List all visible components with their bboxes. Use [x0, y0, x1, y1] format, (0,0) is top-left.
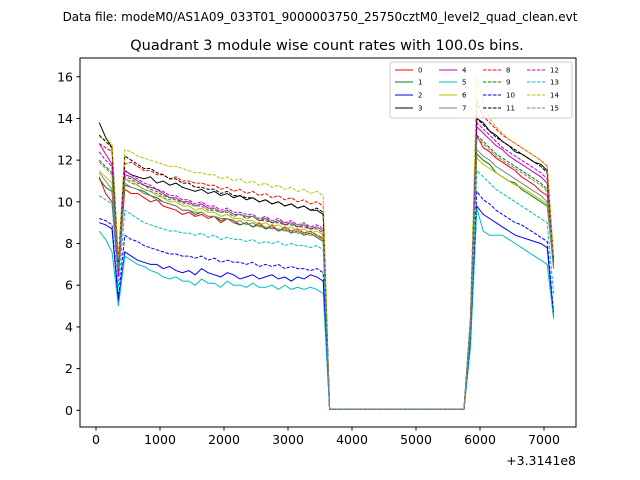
legend-box [389, 61, 573, 119]
legend-label-13: 13 [550, 79, 559, 87]
legend-label-11: 11 [506, 105, 515, 113]
chart-title: Quadrant 3 module wise count rates with … [130, 38, 524, 54]
legend-label-10: 10 [506, 92, 515, 100]
y-tick-label: 8 [65, 236, 73, 251]
legend-label-6: 6 [462, 92, 467, 100]
y-tick-label: 10 [57, 194, 73, 209]
plot-area-frame [79, 57, 577, 428]
axis-ticks: 0 1000 2000 3000 4000 5000 6000 700002468101214… [57, 69, 560, 447]
legend-label-0: 0 [418, 67, 422, 75]
x-tick-label: 1000 [144, 432, 176, 447]
legend-label-14: 14 [550, 92, 559, 100]
x-tick-label: 6000 [464, 432, 496, 447]
series-line-8 [98, 101, 555, 410]
series-line-1 [98, 152, 555, 410]
legend-label-3: 3 [418, 105, 422, 113]
legend-label-4: 4 [462, 67, 467, 75]
y-tick-label: 4 [65, 319, 73, 334]
legend-label-12: 12 [550, 67, 559, 75]
series-line-4 [98, 125, 555, 410]
x-tick-label: 7000 [528, 432, 560, 447]
y-tick-label: 6 [65, 278, 73, 293]
series-line-7 [98, 148, 555, 410]
legend-label-9: 9 [506, 79, 510, 87]
series-line-9 [98, 133, 555, 410]
y-tick-label: 16 [57, 69, 73, 84]
legend-label-5: 5 [462, 79, 466, 87]
series-line-0 [98, 133, 555, 410]
y-tick-label: 12 [57, 153, 73, 168]
legend-label-15: 15 [550, 105, 559, 113]
y-tick-label: 0 [65, 403, 73, 418]
series-line-12 [98, 121, 555, 410]
x-tick-label: 5000 [400, 432, 432, 447]
x-offset-label: +3.3141e8 [506, 453, 576, 468]
suptitle: Data file: modeM0/AS1A09_033T01_90000037… [63, 10, 578, 24]
legend-label-2: 2 [418, 92, 422, 100]
series-layer [98, 76, 555, 410]
y-tick-label: 14 [57, 111, 73, 126]
x-tick-label: 0 [92, 432, 100, 447]
series-line-15 [98, 136, 555, 410]
x-tick-label: 4000 [336, 432, 368, 447]
series-line-14 [99, 76, 555, 410]
legend-label-7: 7 [462, 105, 466, 113]
series-line-13 [98, 169, 555, 410]
x-tick-label: 2000 [208, 432, 240, 447]
legend-label-1: 1 [418, 79, 422, 87]
y-tick-label: 2 [65, 361, 73, 376]
x-tick-label: 3000 [272, 432, 304, 447]
legend-label-8: 8 [506, 67, 510, 75]
